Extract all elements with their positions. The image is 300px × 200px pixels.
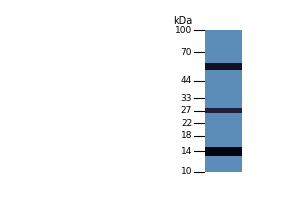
Text: 22: 22 [181,119,192,128]
Text: 44: 44 [181,76,192,85]
Text: 100: 100 [175,26,192,35]
Text: 33: 33 [181,94,192,103]
Text: 27: 27 [181,106,192,115]
Text: 10: 10 [181,167,192,176]
Text: kDa: kDa [173,16,192,26]
Bar [205,147,242,156]
Text: 70: 70 [181,48,192,57]
Bar [205,30,242,172]
Text: 18: 18 [181,131,192,140]
Text: 14: 14 [181,147,192,156]
Bar [205,108,242,113]
Bar [205,63,242,70]
